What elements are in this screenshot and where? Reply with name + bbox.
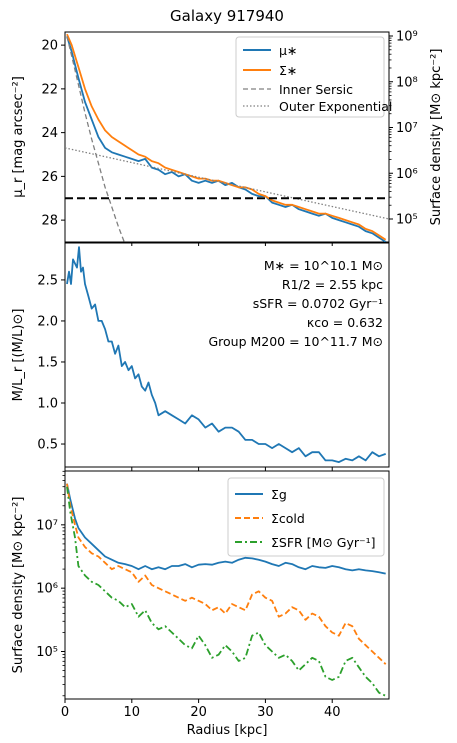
panel-1-y2tick-label: 10⁹ [396, 30, 418, 45]
panel-1-ylabel: μ_r [mag arcsec⁻²] [11, 76, 26, 198]
panel-2-ytick-label: 2.0 [37, 314, 58, 329]
panel-1-ylabel-right: Surface density [M⊙ kpc⁻²] [429, 49, 444, 226]
legend-label-sigma-g: Σg [271, 487, 287, 502]
panel-3-ytick-label: 10⁵ [36, 645, 58, 660]
series-line-p1-1 [66, 33, 387, 241]
panel-1-y2tick-label: 10⁸ [396, 75, 418, 90]
annotation-kappa: κco = 0.632 [307, 315, 383, 330]
panel-1-y2tick-label: 10⁷ [396, 121, 418, 136]
series-line-p3-1 [66, 483, 387, 665]
panel-3-xtick-label: 30 [257, 705, 274, 720]
panel-3-xlabel: Radius [kpc] [187, 723, 268, 738]
panel-3-plot [66, 483, 387, 697]
axes-ticks: 20 22 24 26 28 10⁵ 10⁶ 10⁷ 10⁸ 10⁹ 0.5 1.0 1.5 2.0 2.5… [36, 30, 418, 721]
annotation-stellar-mass: M∗ = 10^10.1 M⊙ [264, 258, 383, 273]
panel-1-ytick-label: 28 [41, 214, 58, 229]
panel-1-legend: μ∗ Σ∗ Inner Sersic Outer Exponential [235, 36, 392, 118]
panel-2-ytick-label: 1.0 [37, 397, 58, 412]
annotation-ssfr: sSFR = 0.0702 Gyr⁻¹ [253, 296, 383, 311]
panel-2-ytick-label: 0.5 [37, 438, 58, 453]
panel-3-frame [64, 470, 390, 700]
panel-2-plot [66, 246, 387, 464]
panel-1-ytick-label: 24 [41, 126, 58, 141]
panel-1-ytick-label: 20 [41, 39, 58, 54]
panel-2-frame [64, 242, 390, 468]
panel-1-ytick-label: 22 [41, 82, 58, 97]
panel-1-y2tick-label: 10⁶ [396, 167, 418, 182]
legend-box [235, 36, 385, 118]
legend-label-inner-sersic: Inner Sersic [279, 82, 353, 97]
panel-2-annotations: M∗ = 10^10.1 M⊙ R1/2 = 2.55 kpc sSFR = 0… [208, 258, 383, 349]
panel-2-ylabel: M/L_r [(M/L)⊙] [11, 309, 26, 402]
series-line-p3-2 [66, 486, 387, 697]
legend-label-outer-exponential: Outer Exponential [279, 99, 392, 114]
series-line-p1-0 [66, 36, 387, 242]
panel-3-xtick-label: 0 [61, 705, 69, 720]
panel-2-ytick-label: 1.5 [37, 355, 58, 370]
chart-title: Galaxy 917940 [170, 7, 284, 25]
legend-box [227, 477, 385, 557]
legend-label-mu: μ∗ [279, 43, 297, 58]
panel-1-y2tick-label: 10⁵ [396, 213, 418, 228]
series-line-p1-2 [66, 36, 125, 242]
annotation-half-mass-radius: R1/2 = 2.55 kpc [282, 277, 383, 292]
legend-label-sigma-star: Σ∗ [279, 63, 297, 78]
panel-1-frame [64, 31, 390, 243]
panel-1-plot [65, 33, 389, 242]
panel-3-legend: Σg Σcold ΣSFR [M⊙ Gyr⁻¹] [227, 477, 385, 557]
panel-3-ytick-label: 10⁶ [36, 582, 58, 597]
series-line-p3-0 [66, 483, 386, 575]
legend-label-sigma-cold: Σcold [271, 511, 305, 526]
panel-3-ytick-label: 10⁷ [36, 518, 58, 533]
panel-3-ylabel: Surface density [M⊙ kpc⁻²] [11, 497, 26, 674]
panel-3-xtick-label: 10 [124, 705, 141, 720]
series-line-p1-3 [65, 147, 389, 220]
legend-label-sigma-sfr: ΣSFR [M⊙ Gyr⁻¹] [271, 535, 376, 550]
panel-2-ytick-label: 2.5 [37, 273, 58, 288]
panel-1-ytick-label: 26 [41, 170, 58, 185]
series-line-p2-0 [66, 246, 387, 464]
panel-3-xtick-label: 20 [190, 705, 207, 720]
panel-3-xtick-label: 40 [324, 705, 341, 720]
annotation-group-mass: Group M200 = 10^11.7 M⊙ [208, 334, 383, 349]
